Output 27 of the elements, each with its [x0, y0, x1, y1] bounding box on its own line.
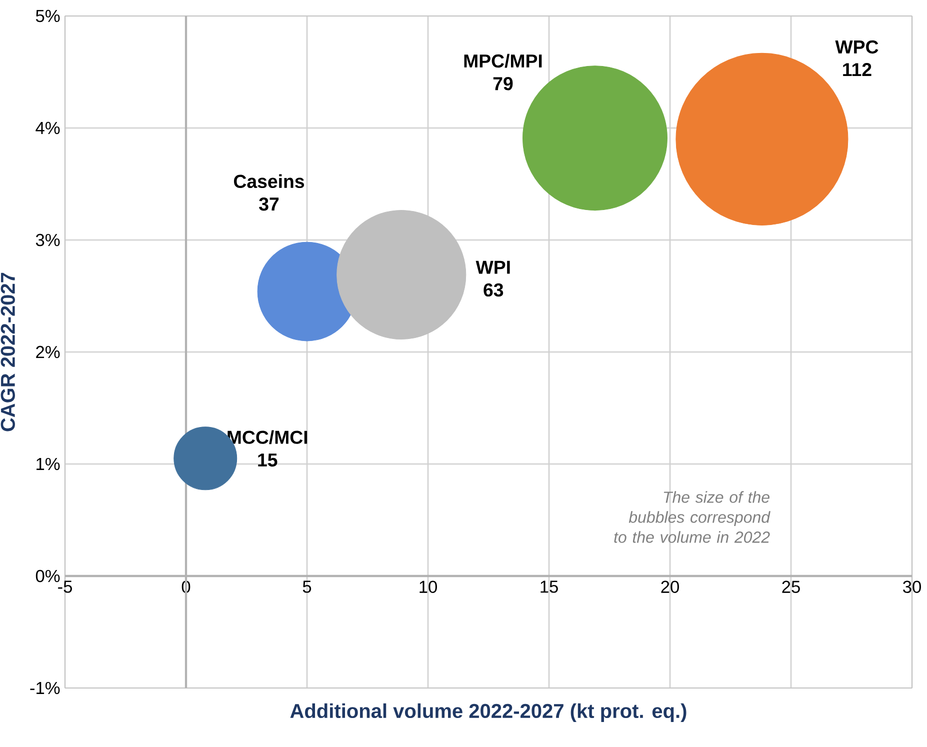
- x-tick-label: 5: [302, 580, 312, 593]
- text: WPC: [835, 40, 878, 54]
- text: Caseins: [234, 174, 304, 188]
- x-tick-label: 20: [661, 580, 679, 593]
- y-axis-title: CAGR 2022-2027: [0, 272, 15, 432]
- x-tick-label: 25: [782, 580, 800, 593]
- y-tick-label: -1%: [30, 682, 60, 694]
- data-label: 37: [259, 197, 279, 211]
- x-tick-label: 15: [540, 580, 558, 593]
- data-label: 112: [843, 63, 872, 76]
- x-axis-title: Additional volume 2022-2027 (kt prot. eq.): [290, 703, 686, 722]
- y-tick-label: 0%: [36, 570, 60, 582]
- series-label: MPC/MPI: [464, 54, 542, 68]
- x-tick-label: 10: [420, 580, 437, 593]
- data-label: 15: [258, 454, 278, 467]
- annotation: The size of the bubbles correspond to the volume in 2022: [614, 491, 770, 543]
- y-tick-label: 4%: [36, 122, 60, 134]
- x-tick-label: -5: [58, 580, 72, 593]
- data-label: 79: [493, 77, 513, 90]
- legend-label: WPI: [476, 260, 510, 274]
- y-tick-label: 5%: [36, 10, 60, 22]
- y-tick-label: 3%: [36, 234, 60, 246]
- x-tick-label: 30: [903, 580, 921, 593]
- y-tick-label: 1%: [36, 458, 60, 470]
- series-label: MCC/MCI: [228, 430, 308, 444]
- data-label: 63: [484, 283, 504, 297]
- y-tick-label: 2%: [36, 346, 60, 358]
